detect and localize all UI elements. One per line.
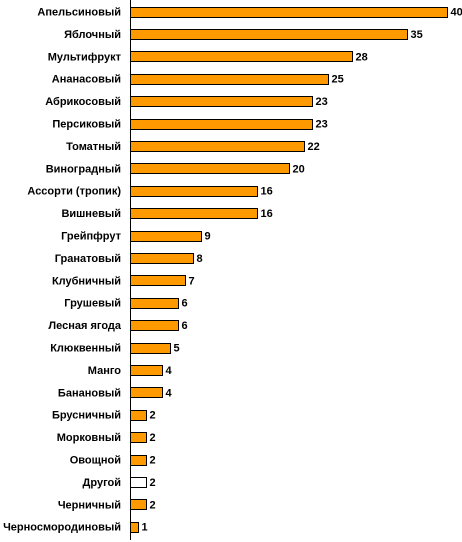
category-label: Брусничный <box>52 410 121 422</box>
value-label: 9 <box>205 231 211 243</box>
value-label: 5 <box>174 343 180 355</box>
value-label: 16 <box>261 208 273 220</box>
category-label: Морковный <box>57 432 121 444</box>
bar <box>130 387 163 398</box>
category-labels-group: Апельсиновый Яблочный Мультифрукт Ананасовы… <box>3 7 122 534</box>
value-label: 23 <box>316 119 328 131</box>
category-label: Манго <box>88 365 121 377</box>
category-label: Грушевый <box>64 298 121 310</box>
category-label: Абрикосовый <box>45 96 121 108</box>
value-label: 23 <box>316 96 328 108</box>
value-label: 2 <box>150 410 156 422</box>
value-label: 20 <box>293 163 305 175</box>
value-label: 1 <box>142 522 148 534</box>
value-label: 2 <box>150 477 156 489</box>
bar <box>130 455 147 466</box>
value-label: 4 <box>166 365 173 377</box>
bar <box>130 320 179 331</box>
value-label: 28 <box>356 51 368 63</box>
category-label: Мультифрукт <box>48 51 122 63</box>
bar <box>130 298 179 309</box>
category-label: Персиковый <box>52 119 121 131</box>
bar <box>130 499 147 510</box>
category-label: Томатный <box>66 141 121 153</box>
bar <box>130 208 258 219</box>
value-label: 16 <box>261 186 273 198</box>
value-label: 7 <box>189 275 195 287</box>
bar <box>130 477 147 488</box>
bar <box>130 231 202 242</box>
bar <box>130 7 448 18</box>
value-label: 2 <box>150 455 156 467</box>
category-label: Черносмородиновый <box>3 522 121 534</box>
category-label: Яблочный <box>64 29 121 41</box>
bars-group <box>130 7 448 533</box>
bar <box>130 74 329 85</box>
bar <box>130 141 305 152</box>
category-label: Другой <box>83 477 121 489</box>
category-label: Клубничный <box>52 275 121 287</box>
category-label: Банановый <box>58 387 121 399</box>
category-label: Ассорти (тропик) <box>27 186 121 198</box>
category-label: Гранатовый <box>55 253 121 265</box>
bar <box>130 51 353 62</box>
category-label: Овощной <box>70 455 121 467</box>
bar <box>130 275 186 286</box>
category-label: Черничный <box>58 499 121 511</box>
bar <box>130 163 290 174</box>
category-label: Ананасовый <box>52 74 121 86</box>
value-label: 35 <box>411 29 423 41</box>
category-label: Апельсиновый <box>37 7 121 19</box>
category-label: Лесная ягода <box>48 320 121 332</box>
value-label: 4 <box>166 387 173 399</box>
bar <box>130 186 258 197</box>
value-label: 8 <box>197 253 203 265</box>
category-label: Вишневый <box>61 208 121 220</box>
category-label: Грейпфрут <box>61 231 122 243</box>
bar <box>130 343 171 354</box>
value-label: 25 <box>332 74 344 86</box>
value-label: 6 <box>182 320 188 332</box>
value-label: 40 <box>451 7 462 19</box>
bar <box>130 365 163 376</box>
category-label: Клюквенный <box>50 343 121 355</box>
category-label: Виноградный <box>46 163 121 175</box>
value-label: 2 <box>150 499 156 511</box>
bar <box>130 29 408 40</box>
bar <box>130 410 147 421</box>
bar <box>130 119 313 130</box>
bar <box>130 432 147 443</box>
bar <box>130 253 194 264</box>
bar <box>130 96 313 107</box>
value-label: 2 <box>150 432 156 444</box>
bar <box>130 522 139 533</box>
value-label: 22 <box>308 141 320 153</box>
value-label: 6 <box>182 298 188 310</box>
